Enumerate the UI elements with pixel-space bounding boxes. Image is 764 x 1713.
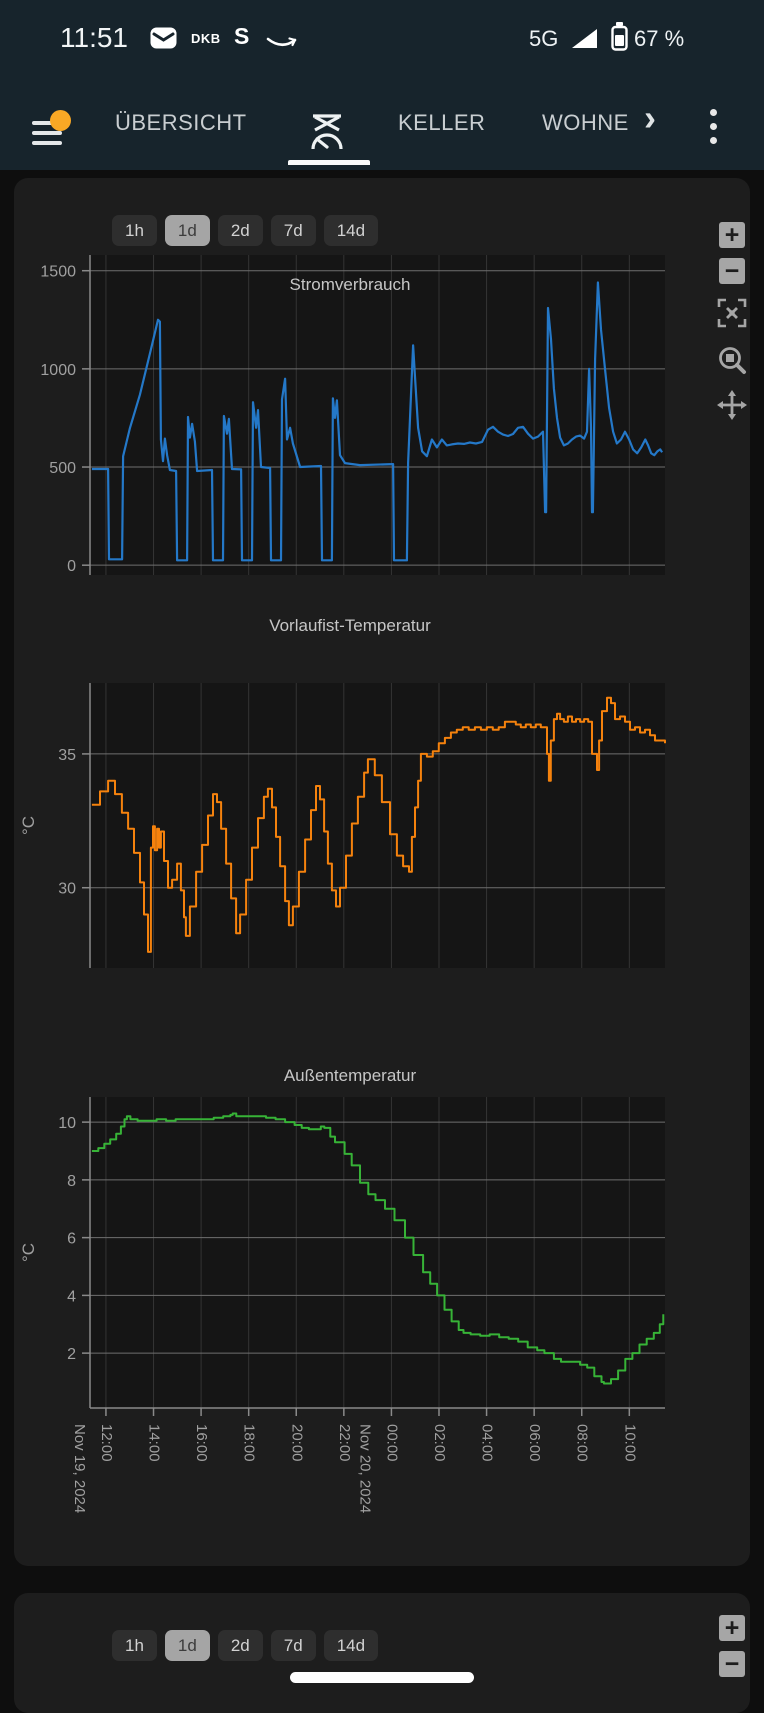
time-range-7d[interactable]: 7d <box>270 1630 316 1661</box>
sparkasse-notification-badge: S <box>234 23 250 49</box>
time-range-14d[interactable]: 14d <box>323 215 379 246</box>
status-time: 11:51 <box>60 22 128 53</box>
home-indicator[interactable] <box>290 1672 474 1683</box>
time-range-1h[interactable]: 1h <box>112 1630 157 1661</box>
charts-canvas: 0 500 1000 1500 Stromverbrauch 30 35 Vorlaufist… <box>19 255 666 1513</box>
y-tick-label: 8 <box>67 1173 76 1190</box>
zoom-in-button-2[interactable]: + <box>719 1615 745 1641</box>
x-tick-label: 14:00 <box>146 1424 163 1462</box>
plot-area-2[interactable] <box>90 683 665 968</box>
y-tick-label: 0 <box>67 558 76 575</box>
plot-area-1[interactable] <box>90 255 665 575</box>
time-range-7d[interactable]: 7d <box>270 215 316 246</box>
x-tick-label: 22:00 <box>336 1424 353 1462</box>
time-range-1h[interactable]: 1h <box>112 215 157 246</box>
network-type-label: 5G <box>529 26 559 51</box>
x-tick-label: 16:00 <box>193 1424 210 1462</box>
series-line-3 <box>91 1112 665 1385</box>
chart-controls: + − <box>717 222 747 420</box>
y-axis-unit-label: °C <box>19 1243 38 1262</box>
x-tick-label: 04:00 <box>479 1424 496 1462</box>
series-line-2 <box>91 696 666 953</box>
time-range-2d[interactable]: 2d <box>217 215 263 246</box>
time-range-2d[interactable]: 2d <box>217 1630 263 1661</box>
time-range-1d[interactable]: 1d <box>164 1630 210 1661</box>
selected-tab-indicator <box>288 160 370 165</box>
app-header: 11:51 DKB S 5G 67 % ÜBERSICHT KELLE <box>0 0 764 170</box>
menu-button[interactable] <box>32 110 72 148</box>
chart-controls-2: + − <box>717 1615 747 1677</box>
x-tick-label: 08:00 <box>574 1424 591 1462</box>
x-tick-label: 18:00 <box>241 1424 258 1462</box>
overflow-menu-button[interactable] <box>706 102 720 150</box>
plus-icon: + <box>724 220 740 249</box>
tab-uebersicht[interactable]: ÜBERSICHT <box>115 110 247 135</box>
plot-area-3[interactable] <box>90 1097 665 1408</box>
zoom-out-button[interactable]: − <box>719 258 745 284</box>
zoom-out-button-2[interactable]: − <box>719 1651 745 1677</box>
minus-icon: − <box>724 1649 740 1678</box>
minus-icon: − <box>724 256 740 285</box>
chart-title-1: Stromverbrauch <box>290 275 411 294</box>
tab-keller[interactable]: KELLER <box>398 110 486 135</box>
x-tick-label: 20:00 <box>288 1424 305 1462</box>
reset-view-button[interactable] <box>717 298 747 328</box>
signal-strength-icon <box>572 29 597 48</box>
plus-icon: + <box>724 1613 740 1642</box>
series-line-1 <box>91 281 664 562</box>
y-tick-label: 6 <box>67 1231 76 1248</box>
chart-card-secondary: 1h 1d 2d 7d 14d + − <box>14 1593 750 1713</box>
y-tick-label: 30 <box>58 881 76 898</box>
y-tick-label: 35 <box>58 747 76 764</box>
y-tick-label: 4 <box>67 1288 76 1305</box>
y-tick-label: 2 <box>67 1346 76 1363</box>
heating-gauge-icon <box>311 114 343 150</box>
y-tick-label: 10 <box>58 1115 76 1132</box>
x-tick-label: 00:00 <box>383 1424 400 1462</box>
notification-dot <box>50 110 71 131</box>
amazon-smile-icon <box>266 37 297 47</box>
chart-title-2: Vorlaufist-Temperatur <box>269 616 431 635</box>
tab-scroll-chevron-icon[interactable]: › <box>644 97 656 138</box>
x-tick-label: 06:00 <box>526 1424 543 1462</box>
y-axis-unit-label: °C <box>19 816 38 835</box>
x-tick-label: 12:00 <box>98 1424 115 1462</box>
battery-percent-label: 67 % <box>634 26 685 51</box>
tab-heating-selected[interactable] <box>306 113 348 153</box>
hamburger-icon <box>32 121 62 125</box>
time-range-selector: 1h 1d 2d 7d 14d <box>112 215 379 246</box>
x-date-label: Nov 20, 2024 <box>356 1424 373 1513</box>
zoom-in-button[interactable]: + <box>719 222 745 248</box>
x-date-label: Nov 19, 2024 <box>71 1424 88 1513</box>
x-tick-label: 02:00 <box>431 1424 448 1462</box>
box-zoom-button[interactable] <box>717 346 747 376</box>
tab-wohne[interactable]: WOHNE <box>542 110 629 135</box>
battery-icon <box>611 22 628 51</box>
wallet-notification-icon <box>150 27 177 49</box>
kebab-menu-icon <box>709 109 717 116</box>
x-tick-label: 10:00 <box>621 1424 638 1462</box>
time-range-14d[interactable]: 14d <box>323 1630 379 1661</box>
y-tick-label: 500 <box>49 460 76 477</box>
chart-title-3: Außentemperatur <box>284 1066 417 1085</box>
time-range-selector-2: 1h 1d 2d 7d 14d <box>112 1630 379 1661</box>
time-range-1d[interactable]: 1d <box>164 215 210 246</box>
y-tick-label: 1000 <box>40 362 76 379</box>
chart-card-main: 0 500 1000 1500 Stromverbrauch 30 35 Vorlaufist… <box>14 178 750 1566</box>
pan-button[interactable] <box>717 390 747 420</box>
y-tick-label: 1500 <box>40 264 76 281</box>
dkb-notification-badge: DKB <box>191 31 221 46</box>
